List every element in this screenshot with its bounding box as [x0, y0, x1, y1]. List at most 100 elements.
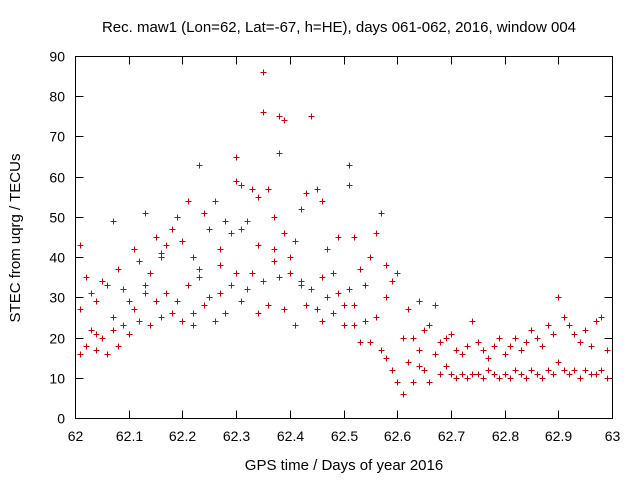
y-tick-label: 20 [49, 331, 65, 347]
data-point [217, 290, 224, 297]
data-point [437, 339, 444, 346]
data-point [298, 282, 305, 289]
y-tick-label: 80 [49, 89, 65, 105]
data-point [77, 351, 84, 358]
data-point [405, 306, 412, 313]
x-tick-label: 62.8 [492, 428, 519, 444]
data-point [110, 314, 117, 321]
data-point [110, 218, 117, 225]
x-tick-label: 62.1 [116, 428, 143, 444]
data-point [93, 347, 100, 354]
data-point [373, 230, 380, 237]
data-point [545, 322, 552, 329]
data-point [561, 367, 568, 374]
data-point [432, 351, 439, 358]
data-point [518, 347, 525, 354]
y-tick-label: 50 [49, 210, 65, 226]
data-point [394, 379, 401, 386]
data-point [367, 254, 374, 261]
data-point [555, 294, 562, 301]
data-point [416, 363, 423, 370]
data-point [469, 371, 476, 378]
data-point [120, 322, 127, 329]
data-point [534, 371, 541, 378]
data-point [518, 371, 525, 378]
data-point [185, 198, 192, 205]
data-point [485, 367, 492, 374]
data-point [512, 367, 519, 374]
data-point [485, 355, 492, 362]
data-point [464, 343, 471, 350]
data-point [545, 367, 552, 374]
data-point [426, 379, 433, 386]
data-point [367, 339, 374, 346]
data-point [351, 234, 358, 241]
data-point [190, 254, 197, 261]
data-point [271, 258, 278, 265]
data-point [292, 322, 299, 329]
data-point [566, 322, 573, 329]
data-point [410, 335, 417, 342]
data-point [362, 282, 369, 289]
data-point [324, 294, 331, 301]
data-point [249, 186, 256, 193]
data-point [260, 69, 267, 76]
data-point [83, 274, 90, 281]
data-point [351, 322, 358, 329]
data-point [174, 214, 181, 221]
data-point [346, 182, 353, 189]
data-point [443, 335, 450, 342]
data-point [238, 226, 245, 233]
data-point [169, 226, 176, 233]
x-tick-label: 62.3 [223, 428, 250, 444]
y-tick-label: 30 [49, 290, 65, 306]
data-point [158, 254, 165, 261]
y-tick-label: 0 [57, 411, 65, 427]
data-point [577, 375, 584, 382]
data-point [147, 322, 154, 329]
data-point [179, 318, 186, 325]
data-point [539, 375, 546, 382]
data-point [120, 286, 127, 293]
data-point [190, 322, 197, 329]
x-tick-label: 62.7 [438, 428, 465, 444]
data-point [383, 262, 390, 269]
data-point [330, 270, 337, 277]
data-point [77, 242, 84, 249]
data-point [528, 327, 535, 334]
data-point [341, 302, 348, 309]
data-point [244, 286, 251, 293]
data-point [147, 270, 154, 277]
data-point [281, 306, 288, 313]
data-point [233, 270, 240, 277]
data-point [292, 238, 299, 245]
data-point [351, 302, 358, 309]
x-tick-label: 62.6 [384, 428, 411, 444]
data-point [319, 198, 326, 205]
data-point [571, 331, 578, 338]
data-point [341, 322, 348, 329]
data-point [206, 294, 213, 301]
data-point [496, 335, 503, 342]
x-tick-label: 62.9 [545, 428, 572, 444]
data-point [512, 335, 519, 342]
data-point [93, 331, 100, 338]
data-point [604, 347, 611, 354]
chart-title: Rec. maw1 (Lon=62, Lat=-67, h=HE), days … [102, 19, 576, 36]
data-point [233, 154, 240, 161]
data-point [421, 367, 428, 374]
data-point [88, 327, 95, 334]
data-point [179, 238, 186, 245]
data-point [276, 274, 283, 281]
x-tick-label: 63 [605, 428, 621, 444]
data-point [190, 310, 197, 317]
data-point [249, 270, 256, 277]
data-point [534, 335, 541, 342]
data-point [212, 198, 219, 205]
data-point [421, 327, 428, 334]
data-point [523, 375, 530, 382]
data-point [276, 113, 283, 120]
data-point [142, 290, 149, 297]
y-axis-ticks: 0 10 20 30 40 50 60 70 80 90 [49, 49, 613, 427]
data-point [142, 210, 149, 217]
